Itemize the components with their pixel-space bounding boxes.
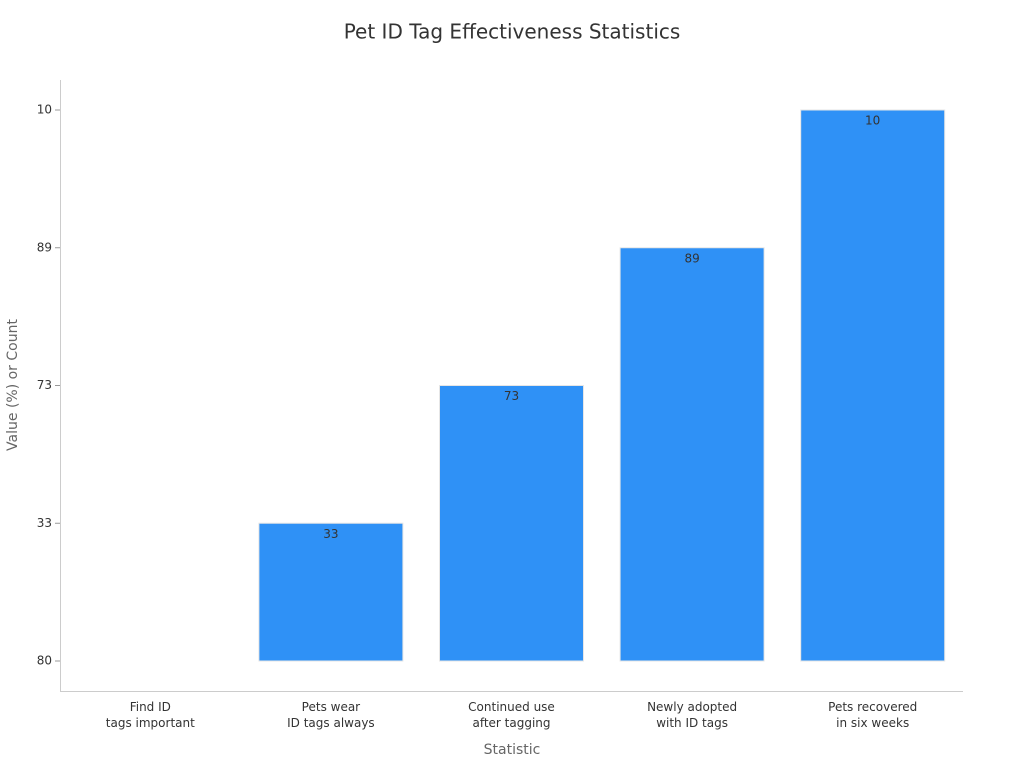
y-tick-label: 80 xyxy=(37,654,52,668)
y-tick-label: 10 xyxy=(37,103,52,117)
bar xyxy=(800,109,946,662)
chart-title: Pet ID Tag Effectiveness Statistics xyxy=(344,20,681,44)
x-tick-label: Find ID tags important xyxy=(106,700,195,730)
x-tick-label: Pets wear ID tags always xyxy=(287,700,375,730)
bar xyxy=(439,385,584,662)
data-label: 89 xyxy=(684,251,699,265)
bar xyxy=(619,247,765,662)
y-tick-label: 89 xyxy=(37,240,52,254)
bar xyxy=(258,522,404,662)
x-axis-label: Statistic xyxy=(484,742,541,758)
data-label: 10 xyxy=(865,114,880,128)
x-tick-label: Newly adopted with ID tags xyxy=(647,700,737,730)
x-tick-label: Continued use after tagging xyxy=(468,700,555,730)
x-tick-label: Pets recovered in six weeks xyxy=(828,700,917,730)
data-label: 33 xyxy=(323,527,338,541)
y-tick-label: 73 xyxy=(37,378,52,392)
y-axis-label: Value (%) or Count xyxy=(5,319,21,451)
y-tick-label: 33 xyxy=(37,516,52,530)
data-label: 73 xyxy=(504,389,519,403)
